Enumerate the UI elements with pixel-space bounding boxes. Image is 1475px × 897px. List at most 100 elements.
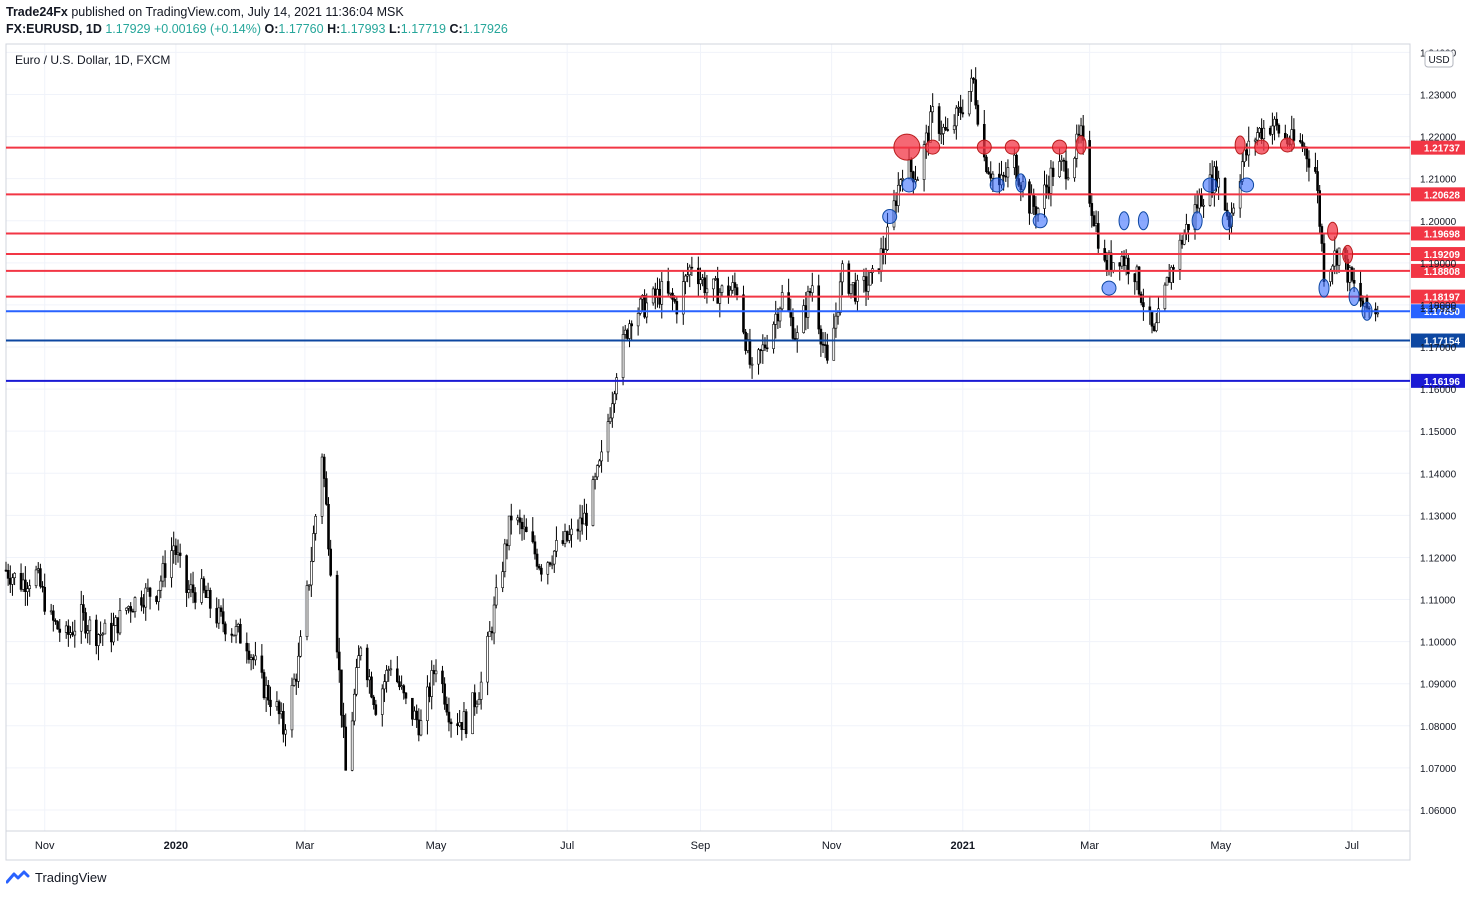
- candle-body: [1275, 118, 1278, 126]
- candle-body: [430, 670, 434, 697]
- candle-body: [189, 584, 193, 591]
- candle-body: [327, 503, 330, 550]
- candle-body: [277, 701, 281, 715]
- candle-body: [307, 584, 311, 587]
- candle-body: [959, 106, 962, 113]
- candle-body: [215, 608, 219, 624]
- candle-body: [793, 338, 797, 340]
- footer: TradingView: [6, 869, 107, 885]
- candle-body: [568, 534, 571, 541]
- candle-body: [922, 144, 926, 180]
- tradingview-logo-icon[interactable]: [6, 869, 30, 885]
- support-marker: [882, 209, 898, 225]
- candle-body: [13, 573, 16, 579]
- x-tick-label: Jul: [560, 840, 574, 852]
- time-axis[interactable]: Nov 2020 Mar May Jul Sep Nov 2021 Mar May Jul: [35, 840, 1359, 852]
- y-tick-label: 1.18000: [1420, 301, 1457, 312]
- candle-body: [832, 327, 836, 361]
- candle-body: [533, 541, 537, 555]
- candle-body: [1073, 158, 1076, 179]
- close-value: 1.17926: [462, 22, 508, 36]
- candle-body: [718, 292, 722, 304]
- candle-body: [52, 610, 55, 621]
- candle-body: [28, 585, 31, 589]
- candle-body: [851, 282, 855, 286]
- candle-body: [127, 606, 130, 609]
- candle-body: [374, 704, 378, 715]
- candle-body: [987, 171, 990, 175]
- y-tick-label: 1.13000: [1420, 511, 1457, 522]
- candle-body: [1167, 277, 1171, 283]
- candle-body: [540, 567, 543, 575]
- candle-body: [170, 550, 173, 578]
- candle-body: [9, 578, 12, 585]
- y-tick-label: 1.14000: [1420, 469, 1457, 480]
- y-tick-label: 1.21000: [1420, 175, 1457, 186]
- price-change: +0.00169 (+0.14%): [154, 22, 262, 36]
- candle-body: [675, 301, 679, 315]
- candle-body: [1066, 177, 1070, 180]
- candle-body: [335, 574, 339, 653]
- candle-body: [1127, 257, 1130, 275]
- candle-body: [1135, 266, 1139, 283]
- candle-body: [103, 622, 107, 635]
- x-tick-label: 2021: [951, 840, 975, 852]
- publisher-name[interactable]: Trade24Fx: [6, 5, 68, 19]
- candle-body: [1180, 239, 1184, 245]
- y-tick-label: 1.23000: [1420, 91, 1457, 102]
- candle-body: [41, 586, 44, 588]
- candle-body: [254, 655, 257, 661]
- candle-body: [864, 276, 868, 292]
- candle-body: [757, 349, 760, 365]
- candle-body: [866, 284, 870, 292]
- chart-title: Euro / U.S. Dollar, 1D, FXCM: [15, 53, 170, 67]
- candle-body: [290, 685, 294, 731]
- close-label: C:: [449, 22, 463, 36]
- candle-body: [415, 710, 418, 721]
- candle-body: [82, 604, 85, 613]
- support-marker: [1221, 211, 1233, 231]
- candle-body: [54, 620, 57, 622]
- symbol-label[interactable]: FX:EURUSD, 1D: [6, 22, 102, 36]
- candle-body: [320, 456, 324, 517]
- candle-body: [49, 610, 53, 613]
- currency-badge[interactable]: USD: [1424, 50, 1454, 68]
- candle-body: [849, 284, 853, 294]
- price-axis[interactable]: 1.06000 1.07000 1.08000 1.09000 1.10000 1.110…: [1420, 48, 1457, 817]
- candle-body: [275, 701, 279, 708]
- candle-body: [666, 281, 670, 294]
- candle-body: [380, 688, 384, 715]
- candle-body: [39, 568, 42, 587]
- candle-body: [821, 343, 825, 346]
- candle-body: [383, 681, 386, 690]
- candle-body: [494, 587, 498, 606]
- candle-body: [445, 703, 449, 713]
- candle-body: [353, 693, 356, 722]
- candle-body: [869, 272, 872, 286]
- candle-body: [247, 650, 251, 660]
- candle-body: [623, 329, 627, 335]
- candle-body: [563, 531, 567, 544]
- x-tick-label: May: [1210, 840, 1231, 852]
- candle-body: [79, 604, 83, 632]
- support-marker: [1239, 177, 1255, 193]
- y-tick-label: 1.07000: [1420, 764, 1457, 775]
- support-marker: [1137, 211, 1149, 231]
- candle-body: [1352, 280, 1356, 284]
- y-tick-label: 1.08000: [1420, 722, 1457, 733]
- candle-body: [585, 512, 588, 526]
- candle-body: [750, 363, 754, 366]
- tradingview-brand[interactable]: TradingView: [35, 869, 107, 885]
- candle-body: [479, 681, 483, 700]
- candle-body: [1034, 206, 1038, 216]
- candle-body: [1320, 226, 1324, 244]
- candle-body: [488, 631, 492, 637]
- candle-body: [297, 655, 300, 682]
- candle-body: [578, 517, 582, 532]
- level-price-tag: [1411, 289, 1465, 304]
- level-price-label: 1.18808: [1424, 267, 1461, 278]
- candle-body: [1122, 256, 1126, 266]
- y-tick-label: 1.19000: [1420, 259, 1457, 270]
- candle-body: [1030, 193, 1033, 214]
